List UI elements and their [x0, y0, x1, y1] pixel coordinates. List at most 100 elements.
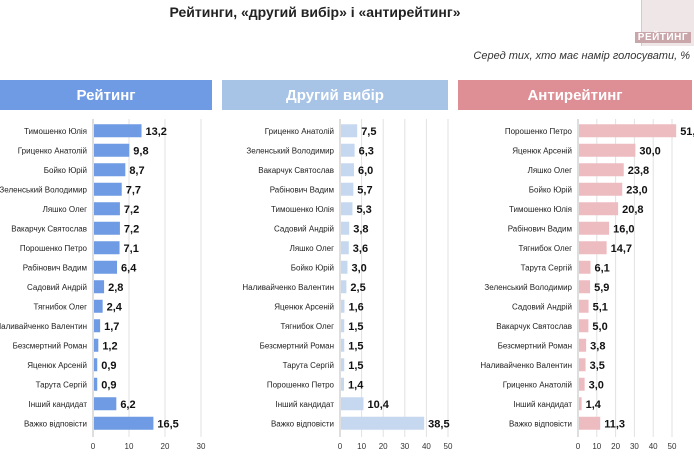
data-label: 3,5 [590, 360, 605, 372]
data-label: 1,5 [348, 360, 363, 372]
category-label: Важко відповісти [24, 419, 87, 428]
data-label: 2,5 [350, 282, 365, 294]
bar-рабінович-вадим [579, 221, 610, 235]
bar-гриценко-анатолій [341, 124, 358, 138]
data-label: 51,7 [680, 126, 694, 138]
bar-тарута-сергій [579, 260, 591, 274]
x-tick-label: 20 [611, 442, 620, 451]
category-label: Зеленський Володимир [0, 185, 88, 194]
data-label: 3,0 [351, 262, 366, 274]
x-tick-label: 0 [338, 442, 343, 451]
x-tick-label: 50 [444, 442, 453, 451]
bar-бойко-юрій [341, 260, 348, 274]
data-label: 6,3 [359, 145, 374, 157]
data-label: 3,8 [590, 340, 605, 352]
data-label: 2,8 [108, 282, 123, 294]
category-label: Яценюк Арсеній [274, 302, 334, 311]
bar-порошенко-петро [94, 241, 120, 255]
data-label: 20,8 [622, 204, 643, 216]
category-label: Безсмертний Роман [260, 341, 334, 350]
bar-наливайченко-валентин [341, 280, 347, 294]
bar-зеленський-володимир [94, 182, 122, 196]
bar-наливайченко-валентин [94, 319, 101, 333]
category-label: Бойко Юрій [291, 263, 334, 272]
data-label: 3,6 [353, 243, 368, 255]
category-label: Наливайченко Валентин [0, 322, 87, 331]
data-label: 1,4 [586, 399, 602, 411]
data-label: 1,5 [348, 321, 363, 333]
bar-гриценко-анатолій [579, 377, 585, 391]
bar-гриценко-анатолій [94, 143, 130, 157]
bar-безсмертний-роман [94, 338, 99, 352]
data-label: 38,5 [428, 418, 449, 430]
data-label: 14,7 [611, 243, 632, 255]
bar-ляшко-олег [94, 202, 120, 216]
category-label: Рабінович Вадим [23, 263, 87, 272]
category-label: Тягнибок Олег [281, 322, 335, 331]
data-label: 7,7 [126, 184, 141, 196]
category-label: Інший кандидат [513, 400, 572, 409]
x-tick-label: 10 [357, 442, 366, 451]
x-tick-label: 0 [91, 442, 96, 451]
category-label: Рабінович Вадим [270, 185, 334, 194]
category-label: Тарута Сергій [521, 263, 572, 272]
page-title: Рейтинги, «другий вибір» і «антирейтинг» [169, 4, 461, 20]
data-label: 16,5 [157, 418, 178, 430]
data-label: 5,3 [356, 204, 371, 216]
bar-важко-відповісти [341, 416, 425, 430]
bar-тарута-сергій [341, 358, 345, 372]
data-label: 5,1 [593, 301, 608, 313]
data-label: 6,2 [120, 399, 135, 411]
bar-порошенко-петро [579, 124, 677, 138]
x-tick-label: 30 [630, 442, 639, 451]
data-label: 23,0 [626, 184, 647, 196]
panel-title-rating: Рейтинг [0, 80, 212, 110]
bar-садовий-андрій [94, 280, 105, 294]
x-tick-label: 40 [422, 442, 431, 451]
data-label: 7,2 [124, 204, 139, 216]
category-label: Зеленський Володимир [246, 146, 334, 155]
bar-безсмертний-роман [579, 338, 587, 352]
data-label: 2,4 [107, 301, 123, 313]
category-label: Тягнибок Олег [519, 244, 573, 253]
category-label: Тягнибок Олег [34, 302, 88, 311]
category-label: Порошенко Петро [267, 380, 335, 389]
category-label: Порошенко Петро [20, 244, 88, 253]
data-label: 5,0 [592, 321, 607, 333]
data-label: 0,9 [101, 379, 116, 391]
category-label: Тимошенко Юлія [24, 127, 87, 136]
category-label: Наливайченко Валентин [242, 283, 334, 292]
bar-вакарчук-святослав [94, 221, 120, 235]
data-label: 30,0 [639, 145, 660, 157]
category-label: Інший кандидат [28, 400, 87, 409]
category-label: Бойко Юрій [44, 166, 87, 175]
data-label: 7,1 [124, 243, 139, 255]
x-tick-label: 20 [379, 442, 388, 451]
x-tick-label: 10 [125, 442, 134, 451]
bar-наливайченко-валентин [579, 358, 586, 372]
bar-бойко-юрій [579, 182, 623, 196]
logo-text: РЕЙТИНГ [634, 32, 691, 43]
category-label: Ляшко Олег [528, 166, 573, 175]
bar-вакарчук-святослав [579, 319, 589, 333]
category-label: Тимошенко Юлія [271, 205, 334, 214]
bar-тягнибок-олег [579, 241, 607, 255]
bar-садовий-андрій [579, 299, 589, 313]
bar-важко-відповісти [94, 416, 154, 430]
x-tick-label: 50 [668, 442, 677, 451]
data-label: 7,5 [361, 126, 376, 138]
category-label: Рабінович Вадим [508, 224, 572, 233]
data-label: 6,4 [121, 262, 137, 274]
category-label: Бойко Юрій [529, 185, 572, 194]
category-label: Зеленський Володимир [484, 283, 572, 292]
data-label: 1,6 [348, 301, 363, 313]
category-label: Тарута Сергій [36, 380, 87, 389]
x-tick-label: 0 [576, 442, 581, 451]
data-label: 1,2 [102, 340, 117, 352]
bar-яценюк-арсеній [579, 143, 636, 157]
category-label: Важко відповісти [509, 419, 572, 428]
x-tick-label: 20 [161, 442, 170, 451]
bar-порошенко-петро [341, 377, 345, 391]
x-tick-label: 30 [400, 442, 409, 451]
